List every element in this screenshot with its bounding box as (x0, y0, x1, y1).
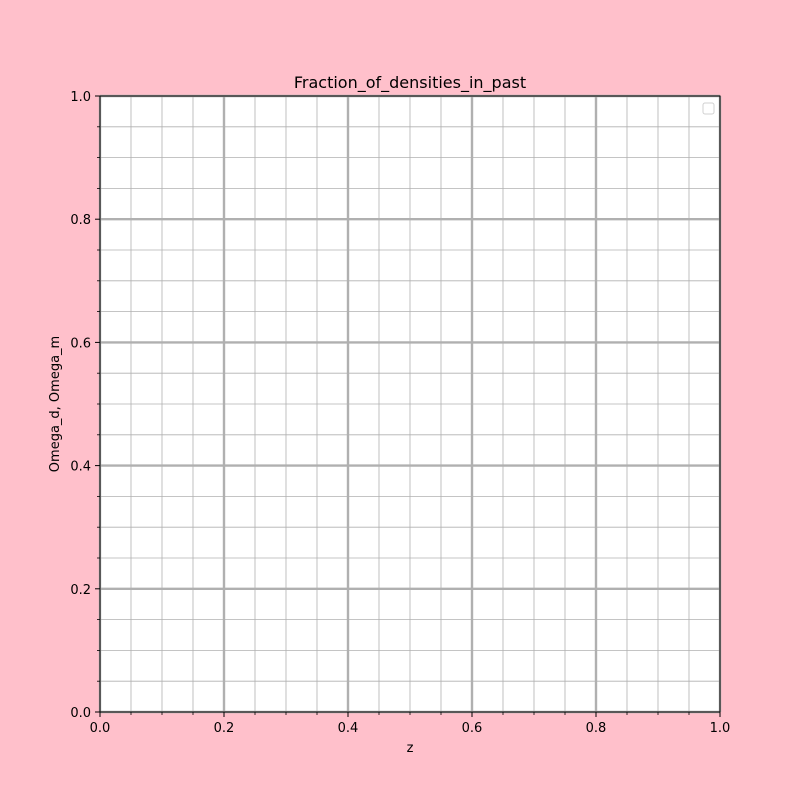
x-tick-label: 0.2 (214, 721, 235, 736)
minor-grid (99, 95, 721, 713)
y-tick-label: 0.8 (70, 213, 91, 228)
y-tick-label: 0.2 (70, 583, 91, 598)
y-tick-label: 0.0 (70, 706, 91, 721)
y-tick-label: 1.0 (70, 90, 91, 105)
x-axis-label: z (407, 741, 414, 756)
x-tick-label: 0.8 (586, 721, 607, 736)
legend-box (702, 102, 715, 115)
y-axis-label: Omega_d, Omega_m (48, 336, 63, 472)
ticks (95, 95, 721, 717)
x-tick-label: 0.4 (338, 721, 359, 736)
x-tick-label: 0.6 (462, 721, 483, 736)
tick-labels: 0.0 0.2 0.4 0.6 0.8 1.0 0.0 0.2 0.4 0.6 0.8 1.0 (70, 90, 730, 736)
chart-title: Fraction_of_densities_in_past (294, 73, 526, 93)
legend (702, 102, 715, 115)
x-tick-label: 1.0 (710, 721, 731, 736)
y-tick-label: 0.6 (70, 336, 91, 351)
y-tick-label: 0.4 (70, 460, 91, 475)
x-tick-label: 0.0 (90, 721, 111, 736)
